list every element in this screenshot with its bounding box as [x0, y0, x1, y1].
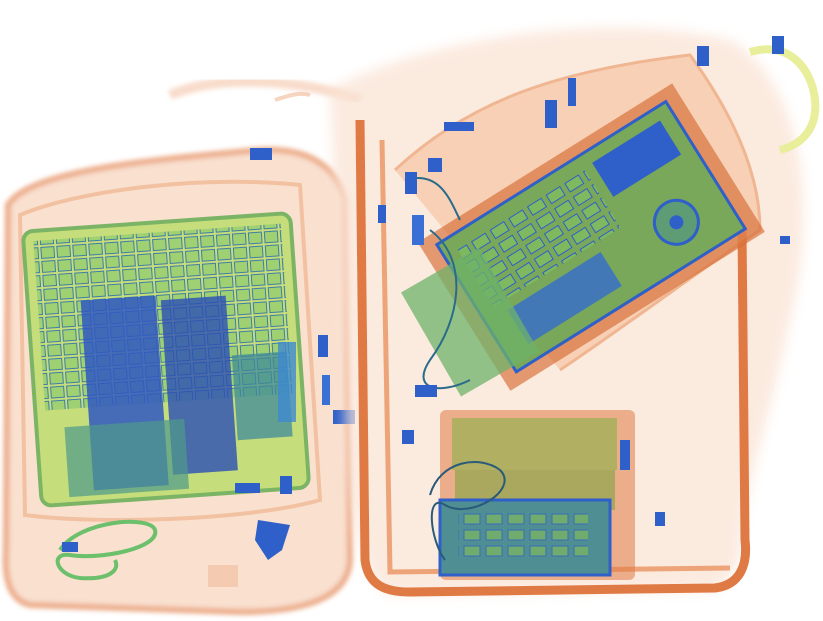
laptop-drive [231, 351, 293, 441]
metal-clip [444, 122, 474, 131]
metal-clip [697, 46, 709, 66]
metal-clip [412, 215, 424, 245]
metal-clip [402, 430, 414, 444]
metal-clip [278, 342, 296, 422]
right-bag [330, 28, 820, 597]
strap-buckle [772, 36, 784, 54]
metal-clip [415, 385, 437, 397]
box-cable [429, 461, 506, 561]
wire [422, 229, 471, 390]
cable-coil [55, 519, 158, 581]
box-connector [655, 512, 665, 526]
metal-clip [568, 78, 576, 106]
motherboard-fan-hub [669, 215, 684, 230]
left-bag-fold [17, 179, 323, 522]
right-bag-frame [355, 119, 751, 597]
motherboard-slot [507, 251, 622, 345]
metal-clip [280, 476, 292, 494]
metal-clip [318, 335, 328, 357]
metal-clip [250, 148, 272, 160]
buckle [255, 520, 290, 560]
cable-plug [62, 542, 78, 552]
motherboard-chips [456, 168, 621, 308]
laptop-board [64, 418, 190, 498]
box-connector [620, 440, 630, 470]
metal-clip [378, 205, 386, 223]
electronics-box [429, 410, 665, 580]
tag [208, 565, 238, 587]
metal-clip [322, 375, 330, 405]
box-chips [458, 510, 588, 560]
metal-clip [545, 100, 557, 128]
metal-clip [405, 172, 417, 194]
metal-clip [428, 158, 442, 172]
cable [55, 519, 158, 581]
metal-clip [780, 236, 790, 244]
pad [401, 247, 539, 397]
cord-loose [274, 91, 311, 102]
laptop [21, 211, 311, 508]
motherboard-slot [592, 120, 682, 197]
metal-clip [235, 483, 260, 493]
